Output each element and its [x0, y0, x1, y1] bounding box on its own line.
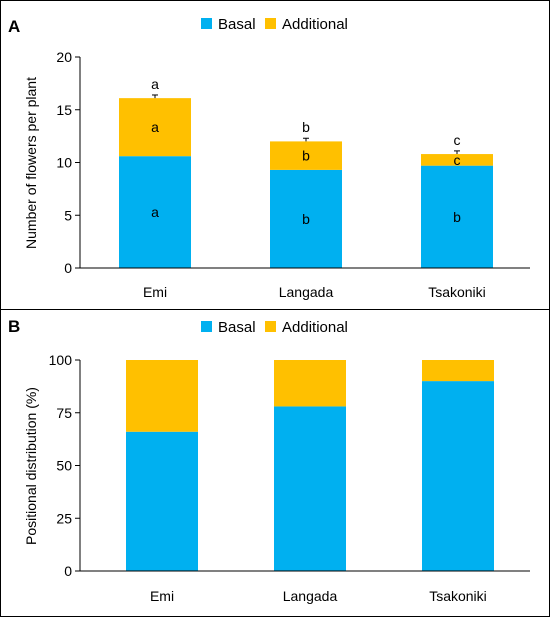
panel-b-bar-emi-basal [126, 431, 198, 571]
panel-a-y-axis-title: Number of flowers per plant [23, 77, 39, 249]
panel-b-x-tick-label-emi: Emi [150, 588, 174, 604]
legend-b-basal-swatch [201, 321, 212, 332]
legend-a-additional-swatch [265, 18, 276, 29]
panel-a-label: A [8, 17, 20, 36]
legend-b-additional-swatch [265, 321, 276, 332]
panel-a-x-tick-label-langada: Langada [279, 284, 334, 300]
panel-a-x-tick-label-emi: Emi [143, 284, 167, 300]
panel-a-letter-emi-basal: a [151, 204, 159, 220]
panel-a-bar-tsakoniki-basal [421, 165, 493, 268]
panel-b-y-tick-label-50: 50 [56, 458, 72, 474]
panel-a-y-tick-label-5: 5 [64, 207, 72, 223]
panel-a-y-tick-label-20: 20 [56, 49, 72, 65]
legend-b-additional-label: Additional [282, 319, 348, 336]
panel-a-y-tick-label-15: 15 [56, 102, 72, 118]
panel-a-letter-tsakoniki-additional: c [454, 152, 461, 168]
panel-b-plot: Emi Langada Tsakoniki 0 25 50 75 100 [49, 352, 530, 604]
panel-a-bar-langada-basal [270, 169, 342, 268]
panel-b-y-tick-label-100: 100 [49, 352, 73, 368]
panel-b-x-tick-label-langada: Langada [283, 588, 338, 604]
panel-a-letter-langada-basal: b [302, 211, 310, 227]
legend-a-basal-swatch [201, 18, 212, 29]
panel-a-bar-emi-additional [119, 98, 191, 157]
panel-b-bar-tsakoniki-additional [422, 360, 494, 382]
panel-b-y-tick-label-0: 0 [64, 563, 72, 579]
legend-a-basal-label: Basal [218, 16, 256, 33]
legend-b-basal-label: Basal [218, 319, 256, 336]
panel-a-bar-langada-additional [270, 141, 342, 170]
panel-a-total-letter-tsakoniki: c [454, 132, 461, 148]
panel-b-bar-emi-additional [126, 360, 198, 432]
panel-b-y-axis-title: Positional distribution (%) [23, 387, 39, 545]
panel-a-x-tick-label-tsakoniki: Tsakoniki [428, 284, 486, 300]
panel-b-x-tick-label-tsakoniki: Tsakoniki [429, 588, 487, 604]
panel-a-bar-emi-basal [119, 156, 191, 268]
panel-a-bar-tsakoniki-additional [421, 154, 493, 166]
panel-a-total-letter-emi: a [151, 76, 159, 92]
panel-b-bar-tsakoniki-basal [422, 381, 494, 571]
panel-b-y-tick-label-75: 75 [56, 405, 72, 421]
panel-a-letter-tsakoniki-basal: b [453, 209, 461, 225]
panel-b-label: B [8, 317, 20, 336]
panel-b-bar-langada-basal [274, 406, 346, 571]
panel-b-bar-langada-additional [274, 360, 346, 407]
panel-a-y-tick-label-0: 0 [64, 260, 72, 276]
legend-a-additional-label: Additional [282, 16, 348, 33]
panel-a-letter-emi-additional: a [151, 119, 159, 135]
panel-a-total-letter-langada: b [302, 119, 310, 135]
panel-a-y-tick-label-10: 10 [56, 155, 72, 171]
panel-a-letter-langada-additional: b [302, 148, 310, 164]
panel-b-y-tick-label-25: 25 [56, 510, 72, 526]
